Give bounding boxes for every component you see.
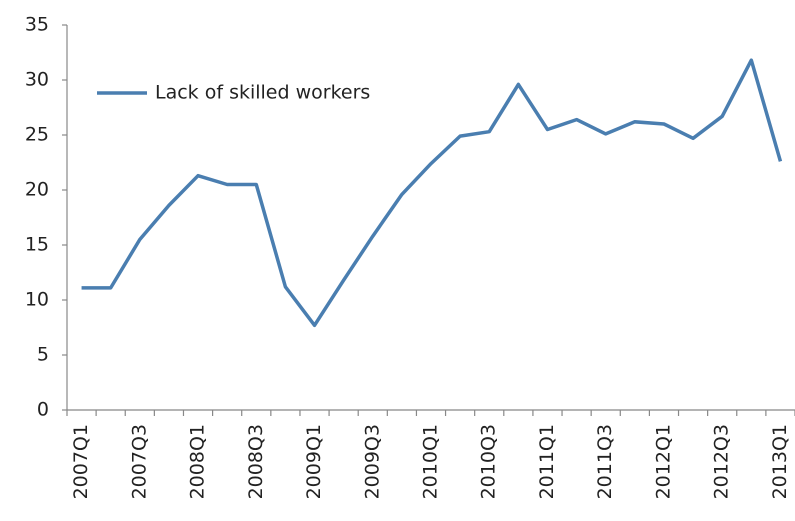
- legend-label: Lack of skilled workers: [155, 82, 370, 104]
- y-tick-label: 20: [25, 179, 49, 201]
- x-tick-label: 2011Q3: [594, 424, 616, 499]
- y-tick-label: 30: [25, 69, 49, 91]
- y-tick-label: 25: [25, 124, 49, 146]
- y-tick-label: 0: [37, 399, 49, 421]
- x-tick-label: 2008Q3: [245, 424, 267, 499]
- y-tick-label: 35: [25, 14, 49, 36]
- x-tick-label: 2007Q1: [70, 424, 92, 499]
- line: [81, 58, 783, 328]
- y-tick-label: 10: [25, 289, 49, 311]
- x-tick-label: 2012Q3: [711, 424, 733, 499]
- x-tick-label: 2010Q1: [420, 424, 442, 499]
- x-tick-label: 2010Q3: [478, 424, 500, 499]
- x-tick-label: 2008Q1: [187, 424, 209, 499]
- x-tick-label: 2009Q3: [361, 424, 383, 499]
- x-tick-label: 2012Q1: [652, 424, 674, 499]
- y-tick-label: 5: [37, 344, 49, 366]
- x-tick-label: 2007Q3: [128, 424, 150, 499]
- x-tick-label: 2013Q1: [769, 424, 791, 499]
- x-tick-label: 2009Q1: [303, 424, 325, 499]
- x-tick-label: 2011Q1: [536, 424, 558, 499]
- y-tick-label: 15: [25, 234, 49, 256]
